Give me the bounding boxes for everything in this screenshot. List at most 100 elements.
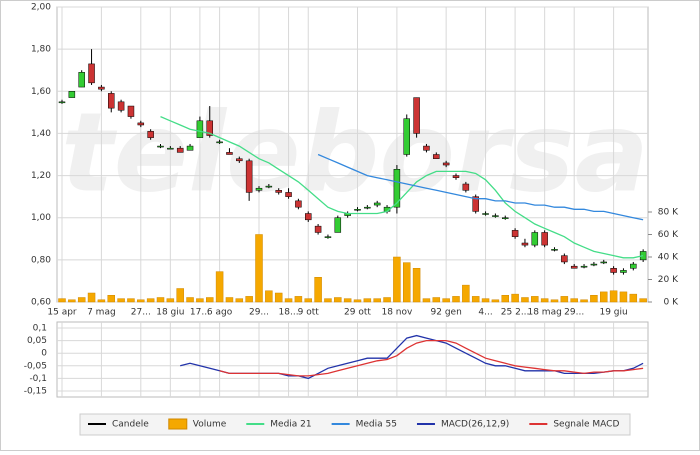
candle-body [580, 265, 588, 268]
legend-label: Media 55 [356, 420, 397, 430]
volume-bar [432, 297, 441, 303]
candle-body [98, 86, 105, 90]
candle-body [255, 187, 263, 191]
candle-body [265, 185, 273, 188]
volume-bar [600, 291, 608, 303]
y-tick-label: 0 [41, 349, 47, 359]
volume-bar [590, 295, 598, 303]
candle-body [226, 152, 233, 155]
candle-body [413, 97, 420, 134]
x-tick-label: 29 ott [344, 308, 371, 318]
volume-bar [176, 288, 184, 303]
candle-body [433, 154, 440, 159]
x-tick-label: 18... [279, 308, 299, 318]
volume-bar [107, 295, 115, 303]
volume-bar [343, 298, 352, 303]
volume-bar [521, 297, 529, 303]
volume-bar [245, 296, 253, 303]
volume-bar [501, 295, 509, 303]
y-tick-label: 1,60 [31, 87, 51, 97]
candle-body [88, 63, 95, 84]
candle-body [147, 131, 154, 138]
candle-body [117, 101, 125, 111]
candle-body [423, 145, 430, 151]
line-series [317, 153, 644, 221]
volume-bar [255, 234, 263, 303]
volume-bar [462, 284, 470, 303]
legend-label: Segnale MACD [553, 420, 619, 430]
volume-bar [97, 299, 106, 303]
volume-bar [570, 298, 578, 303]
candle-body [334, 217, 342, 233]
volume-bar [294, 296, 303, 303]
candle-body [275, 190, 282, 193]
candle-body [186, 145, 194, 151]
volume-bar [452, 296, 460, 303]
y-tick-label: 1,20 [31, 171, 51, 181]
volume-bar [137, 299, 145, 303]
candle-body [561, 255, 568, 263]
volume-bar [265, 290, 273, 303]
volume-bar [87, 292, 96, 303]
candle-body [502, 217, 509, 219]
volume-bar [206, 297, 214, 303]
volume-bar [629, 293, 638, 303]
volume-bar [540, 298, 549, 303]
y-tick-label: 0,80 [31, 255, 51, 265]
volume-bar [334, 297, 342, 303]
candle-body [590, 263, 598, 266]
macd-plot [56, 321, 649, 398]
x-tick-label: 18 mag [527, 308, 561, 318]
volume-bar [284, 298, 293, 303]
legend-label: Media 21 [270, 420, 311, 430]
volume-bar [314, 277, 322, 303]
x-tick-label: 15 apr [47, 308, 77, 318]
volume-bar [363, 298, 372, 303]
legend-label: Candele [112, 420, 149, 430]
y-tick-label: 0,05 [27, 336, 47, 346]
volume-bar [412, 268, 421, 303]
candle-body [176, 147, 184, 153]
candle-body [492, 215, 499, 217]
y-tick-label: 1,00 [31, 213, 51, 223]
candle-body [196, 120, 204, 138]
volume-bar [186, 297, 194, 303]
candle-body [78, 72, 85, 88]
candle-body [314, 225, 322, 233]
volume-bar [304, 298, 312, 303]
volume-bar [511, 293, 519, 303]
volume-bar [235, 298, 244, 303]
candle-body [157, 145, 164, 148]
candle-body [167, 147, 174, 150]
candle-body [570, 265, 578, 269]
candle-body [462, 183, 470, 191]
volume-bar [383, 297, 391, 303]
volume-bar [146, 298, 155, 303]
candle-body [620, 270, 627, 273]
volume-bar [274, 292, 283, 303]
volume-bar [393, 256, 401, 303]
y-tick-label: 2,00 [31, 3, 51, 13]
x-tick-label: 25 2... [501, 308, 530, 318]
volume-bar [77, 297, 86, 303]
y2-tick-label: 20 K [658, 275, 679, 285]
candle-body [236, 158, 243, 162]
candle-body [511, 230, 519, 237]
y-tick-label: -0,15 [24, 387, 47, 397]
x-tick-label: 18 giu [156, 308, 184, 318]
candle-body [206, 120, 213, 136]
volume-bar [639, 298, 647, 303]
volume-bar [471, 296, 480, 303]
line-series [160, 116, 644, 259]
volume-bar [58, 298, 66, 303]
candle-body [354, 209, 361, 211]
legend-label: MACD(26,12,9) [441, 420, 509, 430]
candle-body [452, 175, 460, 178]
candle-body [521, 242, 529, 246]
volume-bar [442, 298, 450, 303]
x-tick-label: 18 nov [381, 308, 413, 318]
volume-bar [215, 271, 224, 303]
volume-bar [531, 296, 539, 303]
candle-body [364, 206, 371, 209]
volume-bar [117, 298, 125, 303]
